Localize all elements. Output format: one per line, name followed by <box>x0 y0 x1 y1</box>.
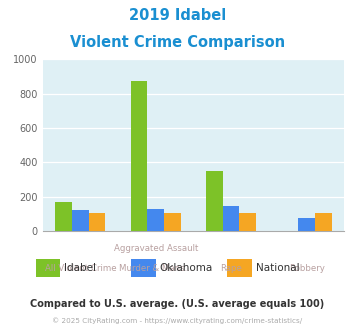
Bar <box>206 171 223 231</box>
Bar <box>223 206 240 231</box>
Bar <box>315 213 332 231</box>
Text: Murder & Mans...: Murder & Mans... <box>119 264 192 273</box>
Bar <box>131 81 147 231</box>
Text: 2019 Idabel: 2019 Idabel <box>129 8 226 23</box>
Bar <box>240 213 256 231</box>
Text: Compared to U.S. average. (U.S. average equals 100): Compared to U.S. average. (U.S. average … <box>31 299 324 309</box>
Text: Robbery: Robbery <box>289 264 324 273</box>
Bar <box>72 211 89 231</box>
Text: All Violent Crime: All Violent Crime <box>44 264 116 273</box>
Bar <box>55 202 72 231</box>
Text: Rape: Rape <box>220 264 242 273</box>
Bar <box>147 209 164 231</box>
Text: Violent Crime Comparison: Violent Crime Comparison <box>70 35 285 50</box>
Text: © 2025 CityRating.com - https://www.cityrating.com/crime-statistics/: © 2025 CityRating.com - https://www.city… <box>53 317 302 324</box>
Bar <box>89 213 105 231</box>
Text: Idabel: Idabel <box>64 263 96 273</box>
Text: Oklahoma: Oklahoma <box>160 263 213 273</box>
Bar <box>164 213 181 231</box>
Bar <box>298 218 315 231</box>
Text: Aggravated Assault: Aggravated Assault <box>114 244 198 253</box>
Text: National: National <box>256 263 299 273</box>
